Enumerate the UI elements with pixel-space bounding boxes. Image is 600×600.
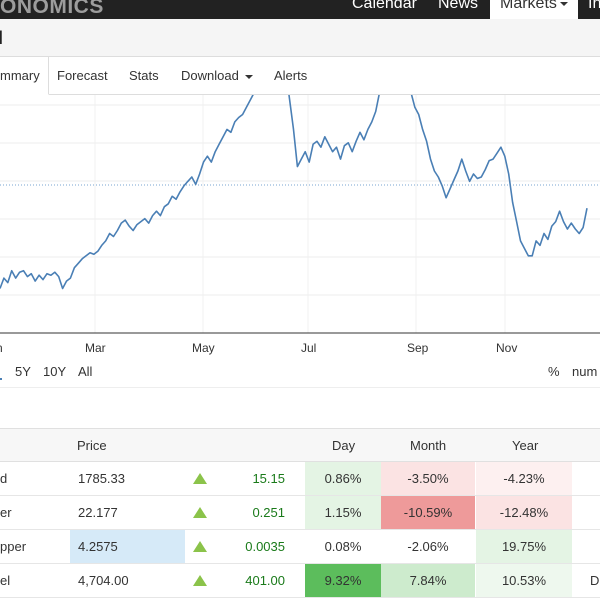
month-change-cell: -10.59%	[381, 496, 475, 529]
x-tick-label: Mar	[85, 341, 106, 355]
price-series-line	[0, 95, 588, 290]
table-row[interactable]: el 4,704.00 401.00 9.32% 7.84% 10.53% D	[0, 564, 600, 598]
price-cell: 1785.33	[78, 471, 125, 486]
price-cell: 22.177	[78, 505, 118, 520]
top-navbar: ONOMICS Calendar News Markets In	[0, 0, 600, 19]
month-change-cell: 7.84%	[381, 564, 475, 597]
day-change-cell: 1.15%	[305, 496, 381, 529]
month-change-cell: -2.06%	[407, 539, 449, 554]
commodity-name[interactable]: el	[0, 573, 11, 588]
tab-download-label: Download	[181, 68, 239, 83]
table-row[interactable]: er 22.177 0.251 1.15% -10.59% -12.48%	[0, 496, 600, 530]
nav-more[interactable]: In	[588, 0, 600, 12]
up-triangle-icon	[193, 506, 207, 518]
divider	[0, 387, 600, 388]
year-change-cell: 19.75%	[476, 530, 572, 563]
price-chart[interactable]: n Mar May Jul Sep Nov	[0, 95, 600, 360]
tab-bar: mmary Forecast Stats Download Alerts	[0, 57, 600, 95]
extra-cell	[590, 496, 600, 529]
range-5y[interactable]: 5Y	[15, 364, 31, 379]
extra-cell	[590, 530, 600, 563]
up-triangle-icon	[193, 472, 207, 484]
commodity-name[interactable]: pper	[0, 539, 27, 554]
tab-stats[interactable]: Stats	[129, 68, 159, 83]
markets-table-header: Price Day Month Year	[0, 428, 600, 462]
day-change-cell: 0.08%	[324, 539, 362, 554]
x-tick-label: n	[0, 341, 3, 355]
nav-calendar[interactable]: Calendar	[352, 0, 417, 12]
caret-down-icon	[559, 1, 568, 6]
header-year[interactable]: Year	[512, 438, 539, 453]
up-triangle-icon	[193, 540, 207, 552]
month-change-cell: -3.50%	[381, 462, 475, 495]
tab-forecast[interactable]: Forecast	[57, 68, 108, 83]
day-change-cell: 9.32%	[305, 564, 381, 597]
extra-cell: D	[590, 573, 600, 588]
change-cell: 0.251	[252, 505, 285, 520]
up-arrow-icon	[193, 496, 207, 529]
up-triangle-icon	[193, 574, 207, 586]
price-cell: 4.2575	[70, 530, 185, 563]
change-cell: 15.15	[252, 471, 285, 486]
header-price[interactable]: Price	[77, 438, 107, 453]
commodity-name[interactable]: er	[0, 505, 12, 520]
table-row[interactable]: d 1785.33 15.15 0.86% -3.50% -4.23%	[0, 462, 600, 496]
tab-alerts[interactable]: Alerts	[274, 68, 308, 83]
header-day[interactable]: Day	[332, 438, 356, 453]
extra-cell	[590, 462, 600, 495]
price-cell: 4,704.00	[78, 573, 129, 588]
header-month[interactable]: Month	[410, 438, 447, 453]
page-title: l	[0, 28, 4, 48]
range-indicator	[0, 364, 2, 380]
up-arrow-icon	[193, 530, 207, 563]
title-bar: l	[0, 19, 600, 57]
day-change-cell: 0.86%	[305, 462, 381, 495]
year-change-cell: 10.53%	[476, 564, 572, 597]
brand-logo[interactable]: ONOMICS	[0, 0, 104, 18]
x-tick-label: Jul	[301, 341, 316, 355]
x-tick-label: Sep	[407, 341, 429, 355]
table-row[interactable]: pper 4.2575 0.0035 0.08% -2.06% 19.75%	[0, 530, 600, 564]
range-all[interactable]: All	[78, 364, 93, 379]
tab-download[interactable]: Download	[181, 68, 253, 83]
year-change-cell: -4.23%	[476, 462, 572, 495]
x-tick-label: May	[192, 341, 215, 355]
nav-markets-label: Markets	[500, 0, 557, 12]
nav-news[interactable]: News	[438, 0, 479, 12]
commodity-name[interactable]: d	[0, 471, 8, 486]
tab-summary[interactable]: mmary	[0, 57, 49, 95]
range-10y[interactable]: 10Y	[43, 364, 67, 379]
change-cell: 401.00	[245, 573, 285, 588]
toggle-percent[interactable]: %	[548, 364, 560, 379]
x-tick-label: Nov	[496, 341, 517, 355]
toggle-number[interactable]: num	[572, 364, 598, 379]
up-arrow-icon	[193, 462, 207, 495]
year-change-cell: -12.48%	[476, 496, 572, 529]
nav-markets[interactable]: Markets	[490, 0, 578, 19]
up-arrow-icon	[193, 564, 207, 597]
change-cell: 0.0035	[245, 539, 285, 554]
caret-down-icon	[244, 74, 253, 79]
